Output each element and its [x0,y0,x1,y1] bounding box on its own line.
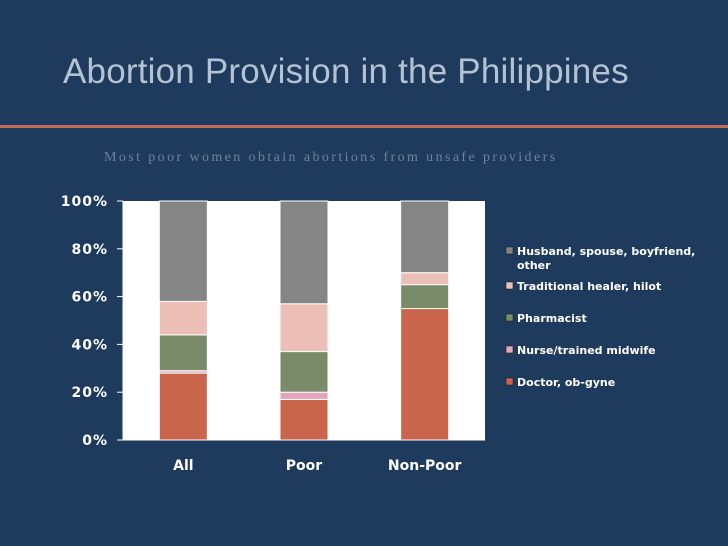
bar-segment-0-3 [158,300,208,336]
bar-segment-2-4 [400,200,450,274]
legend-label: Nurse/trained midwife [517,344,656,357]
slide-title: Abortion Provision in the Philippines [63,52,629,91]
title-divider [0,125,728,128]
y-tick-label: 0% [82,433,108,449]
legend-swatch [505,281,514,290]
legend-swatch [505,345,514,354]
y-tick-label: 20% [71,385,108,401]
bar-segment-2-2 [400,284,450,310]
legend-swatch [505,377,514,386]
bar-segment-0-2 [158,334,208,372]
legend-label: Pharmacist [517,312,587,325]
bar-segment-0-0 [158,372,208,441]
bar-segment-1-4 [279,200,329,305]
legend-label: Traditional healer, hilot [517,280,661,293]
x-tick-label: Non-Poor [388,458,462,474]
legend-label: Doctor, ob-gyne [517,376,615,389]
bar-segment-1-0 [279,398,329,441]
bar-segment-0-4 [158,200,208,302]
x-tick-label: Poor [286,458,322,474]
y-tick-label: 40% [71,337,108,353]
bar-segment-2-0 [400,308,450,441]
legend-swatch [505,246,514,255]
legend-label: Husband, spouse, boyfriend, other [517,245,695,272]
bar-segment-1-3 [279,303,329,353]
legend-swatch [505,313,514,322]
chart-subtitle: Most poor women obtain abortions from un… [104,150,558,165]
bar-segment-1-1 [279,391,329,400]
y-tick-label: 80% [71,242,108,258]
y-tick-label: 100% [61,194,108,210]
y-tick-label: 60% [71,290,108,306]
bar-segment-1-2 [279,351,329,393]
bar-segment-2-3 [400,272,450,286]
x-tick-label: All [173,458,193,474]
